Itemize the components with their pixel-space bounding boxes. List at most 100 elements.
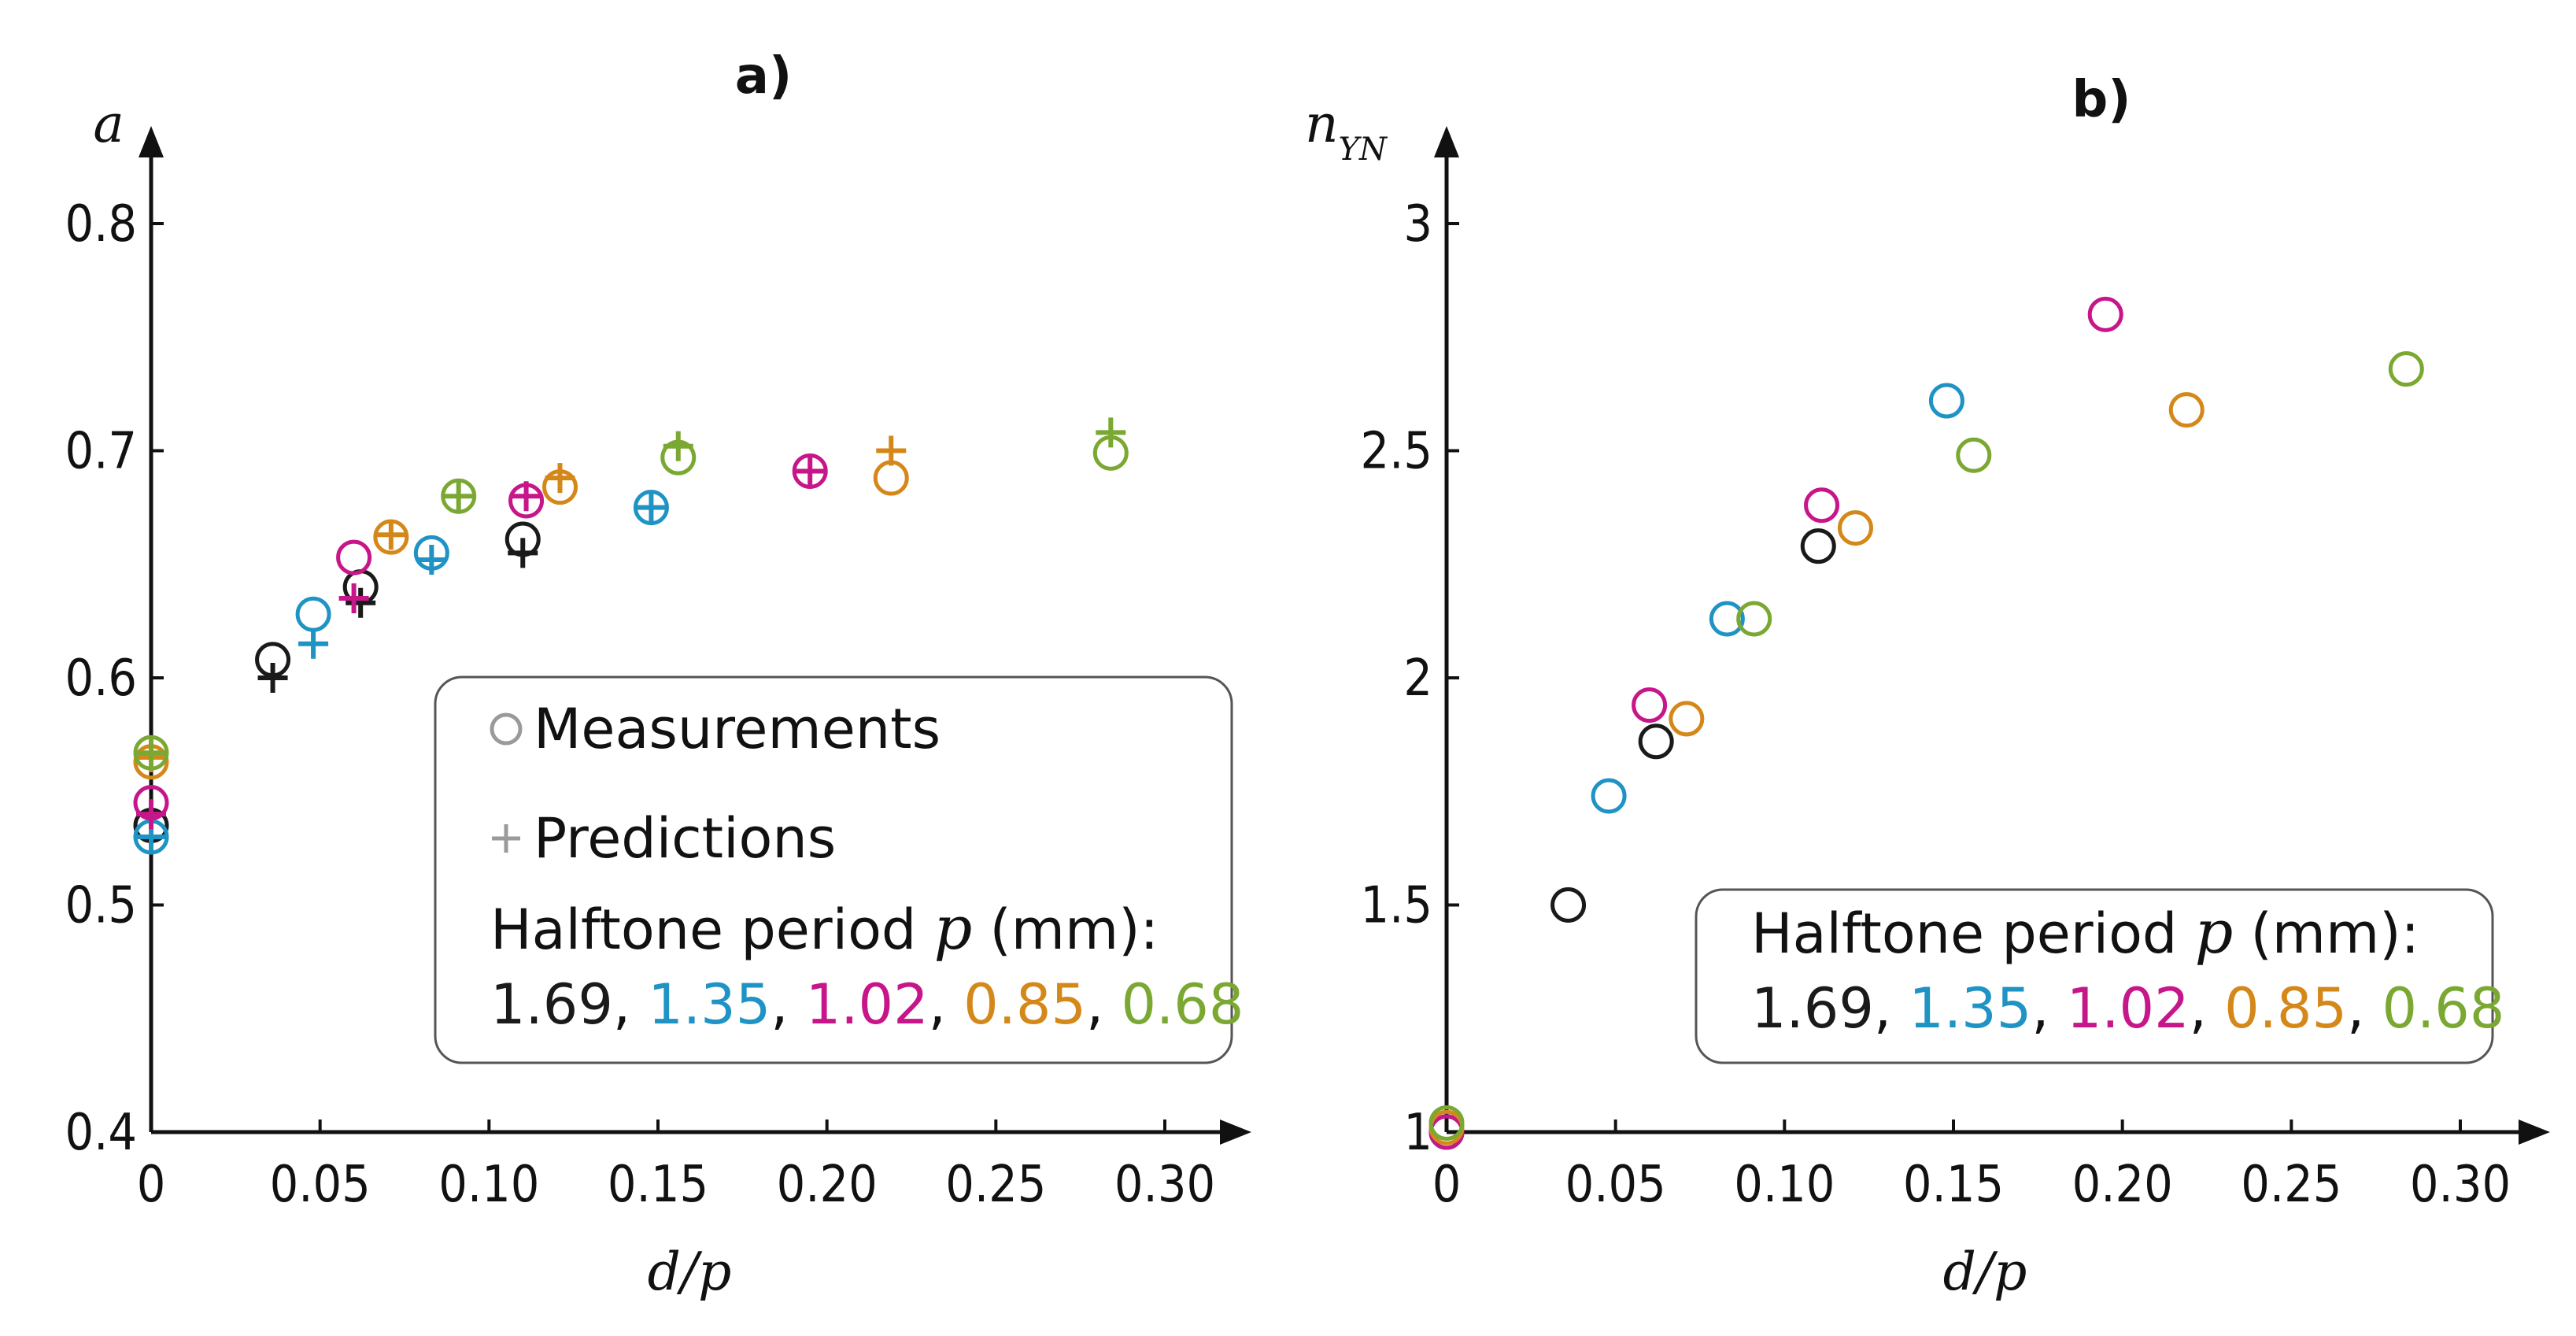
prediction-point [795, 456, 826, 487]
legend-period-values: 1.69, 1.35, 1.02, 0.85, 0.68 [1751, 976, 2504, 1041]
y-tick-label: 0.5 [65, 877, 137, 935]
legend-separator: , [2347, 976, 2382, 1041]
x-tick-label: 0.15 [1903, 1156, 2004, 1214]
legend-period-variable: p [2195, 897, 2234, 967]
measurement-point [792, 453, 828, 489]
measurement-point [2168, 392, 2205, 428]
legend-separator: , [2190, 976, 2225, 1041]
legend-period-title: Halftone period p (mm): [1751, 897, 2419, 967]
y-axis-label: nYN [1305, 94, 1388, 168]
measurement-point [1928, 383, 1964, 419]
x-tick-label: 0.10 [1734, 1156, 1835, 1214]
y-tick-label: 2 [1403, 649, 1432, 708]
measurement-point [1800, 528, 1836, 564]
x-axis-label: d/p [1943, 1242, 2027, 1302]
measurement-point [873, 460, 909, 496]
prediction-point [416, 544, 447, 575]
x-tick-label: 0 [137, 1156, 166, 1214]
y-axis-arrow [139, 126, 164, 157]
legend-period-value: 0.85 [2224, 976, 2347, 1041]
measurement-point [133, 735, 169, 771]
prediction-point [338, 583, 369, 614]
y-axis-arrow [1434, 126, 1459, 157]
legend-period-value: 0.68 [2382, 976, 2505, 1041]
measurement-point [2087, 296, 2123, 332]
x-tick-label: 0.25 [945, 1156, 1046, 1214]
measurement-point [2388, 351, 2424, 387]
y-axis-label-subscript: YN [1339, 131, 1388, 168]
legend-period-value: 0.85 [963, 972, 1086, 1037]
measurement-point [1591, 778, 1627, 814]
measurement-point [1956, 437, 1992, 473]
y-tick-label: 1 [1403, 1104, 1432, 1162]
legend-box [1695, 888, 2494, 1064]
legend-prediction-marker [492, 824, 520, 853]
legend-period-value: 1.02 [806, 972, 929, 1037]
y-tick-label: 3 [1403, 195, 1432, 254]
prediction-point [298, 628, 329, 659]
legend-separator: , [771, 972, 806, 1037]
panel-label: a) [735, 47, 792, 105]
legend-period-prefix: Halftone period [1751, 901, 2195, 966]
measurement-point [1669, 701, 1705, 737]
legend-period-value: 1.69 [490, 972, 613, 1037]
x-axis-arrow [2519, 1120, 2550, 1145]
measurement-point [1550, 887, 1587, 923]
chart-panel-a: 0 0.05 0.10 0.15 0.20 0.25 0.30 0.4 0.5 0.6 0.7 0.8… [65, 47, 1251, 1302]
prediction-point [136, 799, 166, 830]
x-tick-label: 0 [1432, 1156, 1462, 1214]
measurement-point [295, 596, 331, 632]
measurement-point [1804, 487, 1840, 524]
legend-period-suffix: (mm): [2233, 901, 2419, 966]
x-axis-label: d/p [648, 1242, 732, 1302]
measurement-point [1736, 601, 1772, 637]
x-tick-label: 0.25 [2241, 1156, 2341, 1214]
x-tick-label: 0.20 [777, 1156, 878, 1214]
legend-separator: , [1086, 972, 1122, 1037]
prediction-point [375, 520, 406, 550]
legend-period-value: 1.35 [648, 972, 771, 1037]
measurement-point [441, 478, 477, 514]
x-axis-arrow [1220, 1120, 1251, 1145]
x-tick-label: 0.05 [1565, 1156, 1666, 1214]
legend-box [434, 675, 1233, 1064]
measurement-point [1837, 510, 1873, 546]
y-tick-label: 0.6 [65, 649, 137, 708]
chart-panel-b: 0 0.05 0.10 0.15 0.20 0.25 0.30 1 1.5 2 2.5 3 d/p nYN… [1305, 71, 2550, 1302]
x-tick-label: 0.20 [2072, 1156, 2173, 1214]
prediction-point [636, 492, 667, 523]
legend-period-value: 1.69 [1751, 976, 1874, 1041]
legend-period-suffix: (mm): [972, 897, 1159, 962]
measurement-point [1709, 601, 1745, 637]
measurement-point [1632, 687, 1668, 724]
legend-period-variable: p [934, 893, 973, 963]
legend-separator: , [929, 972, 964, 1037]
y-tick-label: 0.8 [65, 195, 137, 254]
x-tick-label: 0.15 [608, 1156, 708, 1214]
legend-period-values: 1.69, 1.35, 1.02, 0.85, 0.68 [490, 972, 1244, 1037]
prediction-point [1096, 417, 1126, 448]
measurement-point [1428, 1105, 1465, 1141]
measurement-point [633, 490, 669, 526]
y-tick-label: 1.5 [1360, 877, 1432, 935]
prediction-point [511, 481, 541, 512]
prediction-point [136, 738, 166, 768]
y-tick-label: 0.4 [65, 1104, 137, 1162]
legend-separator: , [2031, 976, 2067, 1041]
prediction-point [508, 538, 538, 568]
legend-period-value: 1.02 [2067, 976, 2190, 1041]
prediction-point [545, 463, 575, 494]
legend-predictions: Predictions [534, 806, 836, 871]
legend-period-value: 1.35 [1909, 976, 2031, 1041]
legend-measurement-marker [490, 712, 523, 746]
prediction-point [876, 435, 907, 466]
prediction-point [257, 663, 288, 693]
measurement-point [1638, 724, 1674, 760]
x-tick-label: 0.10 [438, 1156, 539, 1214]
legend-measurements: Measurements [534, 697, 941, 761]
y-tick-label: 2.5 [1360, 423, 1432, 481]
panel-label: b) [2072, 71, 2131, 129]
legend: Measurements Predictions Halftone period p… [434, 675, 1244, 1064]
legend-period-prefix: Halftone period [490, 897, 934, 962]
